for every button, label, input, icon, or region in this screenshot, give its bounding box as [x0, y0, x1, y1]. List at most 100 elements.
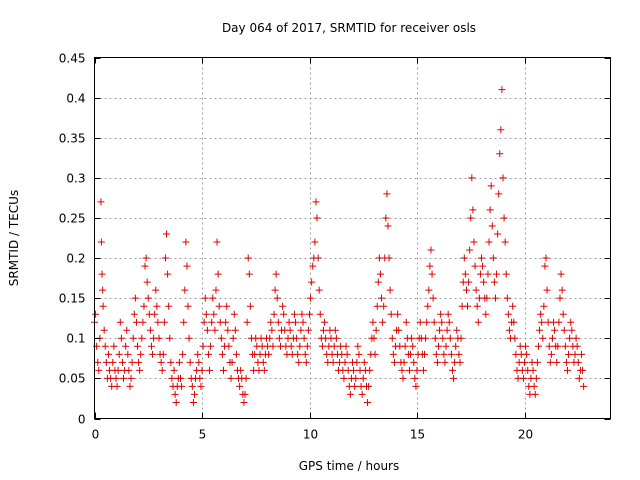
- data-point: [490, 278, 498, 286]
- data-point: [428, 270, 436, 278]
- data-point: [496, 150, 504, 158]
- data-point: [401, 342, 409, 350]
- data-point: [501, 238, 509, 246]
- data-point: [419, 366, 427, 374]
- data-point: [502, 270, 510, 278]
- data-point: [199, 342, 207, 350]
- data-point: [432, 350, 440, 358]
- data-point: [155, 334, 163, 342]
- data-point: [474, 318, 482, 326]
- data-point: [95, 366, 103, 374]
- data-point: [562, 358, 570, 366]
- data-point: [197, 382, 205, 390]
- data-point: [447, 350, 455, 358]
- data-point: [455, 350, 463, 358]
- data-point: [366, 366, 374, 374]
- x-tick-label: 5: [199, 428, 207, 442]
- data-point: [268, 326, 276, 334]
- data-point: [400, 358, 408, 366]
- data-point: [575, 374, 583, 382]
- data-point: [241, 390, 249, 398]
- data-point: [311, 238, 319, 246]
- data-point: [405, 366, 413, 374]
- data-point: [453, 326, 461, 334]
- data-point: [201, 294, 209, 302]
- data-point: [157, 358, 165, 366]
- data-point: [372, 326, 380, 334]
- data-point: [442, 342, 450, 350]
- data-point: [444, 310, 452, 318]
- data-point: [542, 254, 550, 262]
- y-tick-label: 0: [78, 413, 86, 427]
- data-point: [171, 390, 179, 398]
- data-point: [566, 334, 574, 342]
- data-point: [214, 270, 222, 278]
- data-point: [440, 350, 448, 358]
- data-point: [184, 302, 192, 310]
- data-point: [556, 294, 564, 302]
- data-point: [534, 342, 542, 350]
- data-point: [94, 358, 102, 366]
- data-point: [194, 350, 202, 358]
- data-point: [189, 398, 197, 406]
- data-point: [332, 334, 340, 342]
- data-point: [494, 230, 502, 238]
- data-point: [309, 262, 317, 270]
- data-point: [376, 270, 384, 278]
- data-point: [329, 358, 337, 366]
- data-point: [580, 382, 588, 390]
- data-point: [568, 326, 576, 334]
- data-point: [389, 350, 397, 358]
- data-point: [204, 350, 212, 358]
- data-point: [100, 326, 108, 334]
- data-point: [422, 334, 430, 342]
- data-point: [98, 270, 106, 278]
- data-point: [210, 310, 218, 318]
- x-tick-label: 10: [303, 428, 318, 442]
- data-point: [469, 206, 477, 214]
- data-point: [430, 318, 438, 326]
- data-point: [486, 206, 494, 214]
- data-point: [547, 350, 555, 358]
- data-point: [203, 326, 211, 334]
- data-point: [202, 310, 210, 318]
- data-point: [412, 382, 420, 390]
- data-point: [385, 254, 393, 262]
- data-point: [237, 366, 245, 374]
- data-point: [163, 230, 171, 238]
- data-point: [510, 318, 518, 326]
- chart-title: Day 064 of 2017, SRMTID for receiver osl…: [222, 21, 476, 35]
- data-point: [374, 278, 382, 286]
- y-tick-label: 0.4: [66, 92, 85, 106]
- data-point: [468, 174, 476, 182]
- data-point: [242, 374, 250, 382]
- data-point: [484, 270, 492, 278]
- data-point: [124, 350, 132, 358]
- data-point: [487, 182, 495, 190]
- data-point: [557, 270, 565, 278]
- data-point: [319, 326, 327, 334]
- x-tick-label: 0: [92, 428, 100, 442]
- data-point: [117, 334, 125, 342]
- data-point: [395, 326, 403, 334]
- data-point: [125, 366, 133, 374]
- data-point: [411, 374, 419, 382]
- data-point: [217, 334, 225, 342]
- data-point: [224, 326, 232, 334]
- data-point: [546, 358, 554, 366]
- data-point: [149, 350, 157, 358]
- data-point: [168, 374, 176, 382]
- data-point: [379, 318, 387, 326]
- data-point: [209, 294, 217, 302]
- x-tick-label: 15: [410, 428, 425, 442]
- data-point: [295, 358, 303, 366]
- data-point: [230, 310, 238, 318]
- data-point: [314, 254, 322, 262]
- data-point: [126, 382, 134, 390]
- data-point: [142, 254, 150, 262]
- data-point: [461, 270, 469, 278]
- data-point: [143, 278, 151, 286]
- data-point: [464, 302, 472, 310]
- data-point: [522, 342, 530, 350]
- data-point: [211, 326, 219, 334]
